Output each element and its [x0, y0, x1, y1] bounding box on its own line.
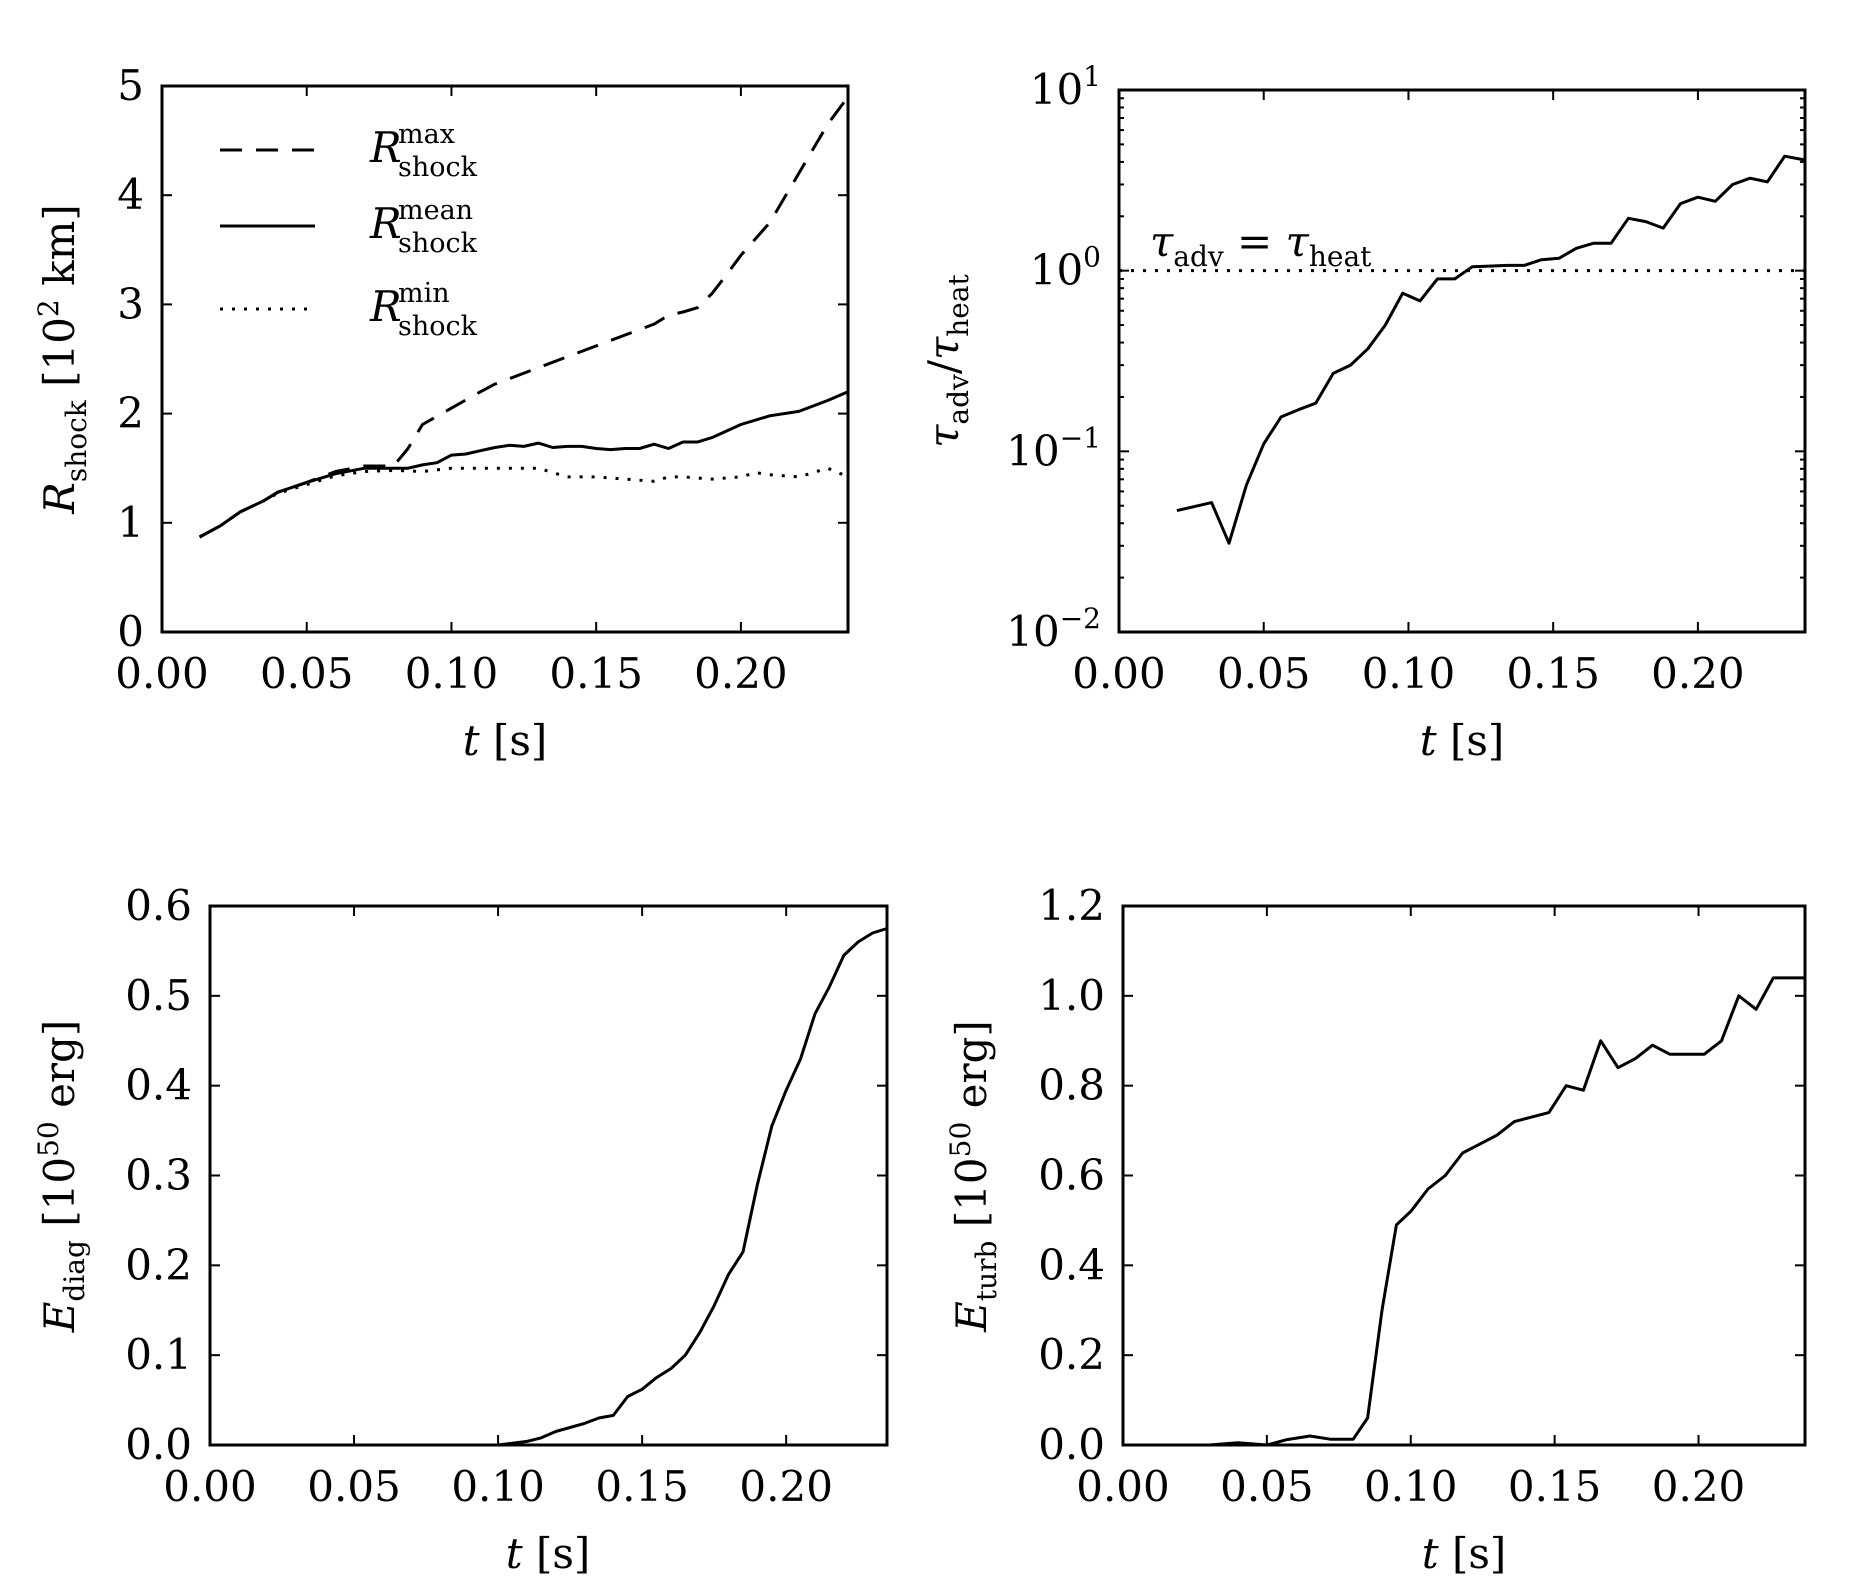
- x-tick-label: 0.10: [405, 649, 499, 698]
- series-line-dashed: [198, 96, 850, 539]
- panel-shock-radius-xlabel: t [s]: [463, 716, 548, 765]
- y-tick-label: 1.2: [1038, 881, 1105, 930]
- y-tick-label: 5: [117, 61, 144, 110]
- legend-mean-sub: shock: [398, 228, 478, 259]
- y-tick-label: 0.6: [1038, 1151, 1105, 1200]
- panel-shock-radius: 0.00 0.05 0.10 0.15 0.20 0 1 2 3 4 5 R max shock R…: [32, 61, 850, 765]
- x-tick-label: 0.15: [1506, 649, 1600, 698]
- y-tick-label: 0.2: [1038, 1330, 1105, 1379]
- panel-timescale-ratio-ticks: 0.00 0.05 0.10 0.15 0.20 10−2 10−1 100 101: [1006, 60, 1805, 698]
- series-line-dotted: [198, 466, 849, 539]
- y-tick-label: 3: [117, 279, 144, 328]
- y-tick-label: 2: [117, 389, 144, 438]
- x-tick-label: 0.15: [549, 649, 643, 698]
- x-tick-label: 0.05: [307, 1462, 401, 1511]
- panel-shock-radius-ticks: 0.00 0.05 0.10 0.15 0.20 0 1 2 3 4 5: [115, 61, 848, 698]
- panel-shock-radius-series: [198, 96, 850, 539]
- legend-max-symbol: R: [369, 123, 402, 172]
- legend-mean-sup: mean: [398, 195, 473, 226]
- panel-turbulent-energy: 0.00 0.05 0.10 0.15 0.20 0.0 0.2 0.4 0.6 0.8 1.0 1.…: [944, 881, 1807, 1578]
- x-tick-label: 0.10: [1364, 1462, 1458, 1511]
- panel-diagnostic-energy: 0.00 0.05 0.10 0.15 0.20 0.0 0.1 0.2 0.3 0.4 0.5 0.…: [32, 881, 889, 1578]
- y-tick-label: 0.0: [125, 1420, 192, 1469]
- y-tick-label: 0.4: [125, 1061, 192, 1110]
- series-line-solid: [198, 390, 849, 539]
- legend-max-sup: max: [398, 119, 455, 150]
- y-tick-label: 1.0: [1038, 971, 1105, 1020]
- x-tick-label: 0.20: [1652, 1462, 1746, 1511]
- y-tick-label: 0.2: [125, 1240, 192, 1289]
- panel-timescale-ratio: 0.00 0.05 0.10 0.15 0.20 10−2 10−1 100 101 τadv …: [919, 60, 1807, 765]
- panel-diagnostic-energy-frame: [208, 904, 889, 1447]
- x-tick-label: 0.20: [694, 649, 788, 698]
- panel-timescale-ratio-xlabel: t [s]: [1420, 716, 1505, 765]
- x-tick-label: 0.10: [451, 1462, 545, 1511]
- x-tick-label: 0.00: [1072, 649, 1166, 698]
- panel-shock-radius-frame: [160, 84, 850, 634]
- panel-diagnostic-energy-ylabel: Ediag [1050 erg]: [32, 1020, 91, 1334]
- series-line-solid: [210, 927, 888, 1447]
- y-tick-label: 0.0: [1038, 1420, 1105, 1469]
- panel-diagnostic-energy-ticks: 0.00 0.05 0.10 0.15 0.20 0.0 0.1 0.2 0.3 0.4 0.5 0.…: [125, 881, 887, 1511]
- legend-mean-symbol: R: [369, 199, 402, 248]
- y-tick-label: 0.1: [125, 1330, 192, 1379]
- panel-shock-radius-ylabel: Rshock [102 km]: [32, 204, 93, 515]
- x-tick-label: 0.20: [1651, 649, 1745, 698]
- legend-max-sub: shock: [398, 152, 478, 183]
- legend-min-sub: shock: [398, 311, 478, 342]
- panel-timescale-ratio-frame: [1117, 88, 1807, 634]
- y-tick-label: 0.5: [125, 971, 192, 1020]
- y-tick-label: 4: [117, 170, 144, 219]
- panel-timescale-ratio-ylabel: τadv/τheat: [919, 273, 975, 447]
- y-tick-label: 10−2: [1006, 602, 1101, 656]
- x-tick-label: 0.00: [115, 649, 209, 698]
- y-tick-label: 0.6: [125, 881, 192, 930]
- y-tick-label: 1: [117, 498, 144, 547]
- y-tick-label: 100: [1030, 241, 1101, 295]
- panel-turbulent-energy-ticks: 0.00 0.05 0.10 0.15 0.20 0.0 0.2 0.4 0.6 0.8 1.0 1.…: [1038, 881, 1805, 1511]
- x-tick-label: 0.15: [1508, 1462, 1602, 1511]
- series-line-solid: [1176, 154, 1806, 545]
- panel-shock-radius-legend: R max shock R mean shock R min shock: [220, 119, 478, 342]
- panel-diagnostic-energy-xlabel: t [s]: [506, 1529, 591, 1578]
- y-tick-label: 0.4: [1038, 1240, 1105, 1289]
- panel-turbulent-energy-frame: [1121, 904, 1807, 1447]
- y-tick-label: 101: [1030, 60, 1101, 114]
- x-tick-label: 0.10: [1362, 649, 1456, 698]
- x-tick-label: 0.20: [739, 1462, 833, 1511]
- y-tick-label: 0.8: [1038, 1061, 1105, 1110]
- legend-min-sup: min: [398, 278, 450, 309]
- x-tick-label: 0.05: [260, 649, 354, 698]
- legend-min-symbol: R: [369, 282, 402, 331]
- x-tick-label: 0.00: [1076, 1462, 1170, 1511]
- y-tick-label: 10−1: [1006, 421, 1101, 475]
- series-line-solid: [1123, 976, 1805, 1447]
- panel-turbulent-energy-ylabel: Eturb [1050 erg]: [944, 1020, 1003, 1333]
- panel-turbulent-energy-xlabel: t [s]: [1422, 1529, 1507, 1578]
- threshold-annotation: τadv = τheat: [1150, 217, 1372, 273]
- panel-timescale-ratio-series: [1176, 154, 1806, 545]
- x-tick-label: 0.05: [1220, 1462, 1314, 1511]
- panel-turbulent-energy-series: [1123, 976, 1805, 1447]
- y-tick-label: 0.3: [125, 1151, 192, 1200]
- x-tick-label: 0.05: [1217, 649, 1311, 698]
- x-tick-label: 0.15: [595, 1462, 689, 1511]
- x-tick-label: 0.00: [163, 1462, 257, 1511]
- panel-diagnostic-energy-series: [210, 927, 888, 1447]
- y-tick-label: 0: [117, 607, 144, 656]
